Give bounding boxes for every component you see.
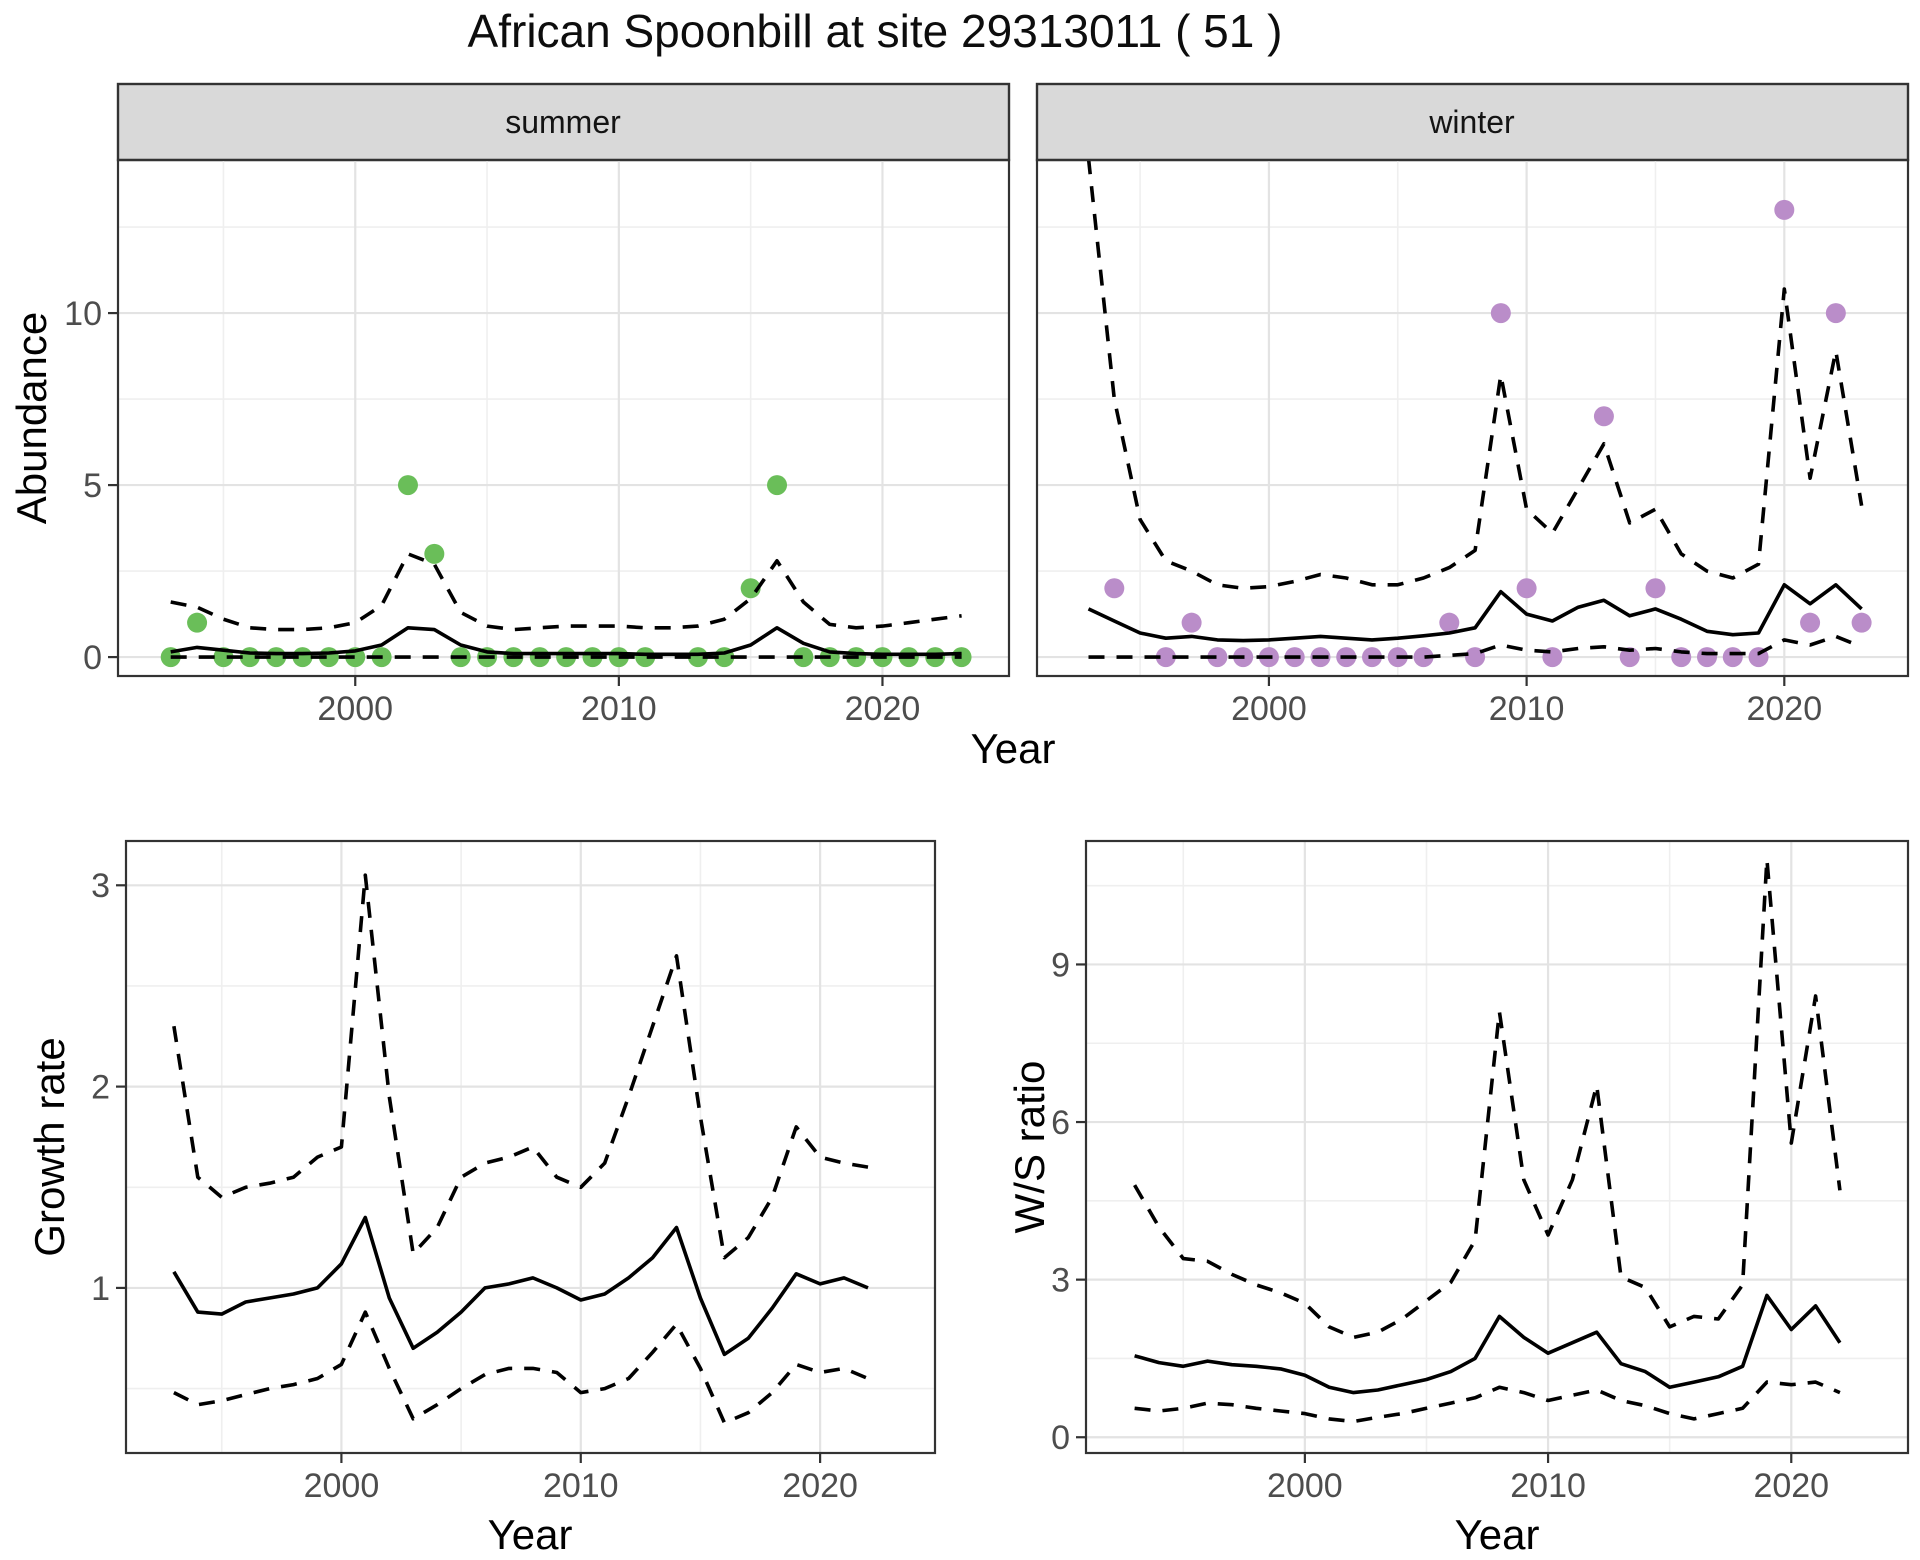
x-tick-label: 2000 xyxy=(317,690,393,728)
x-tick-label: 2010 xyxy=(543,1467,619,1505)
data-point xyxy=(1104,578,1125,599)
data-point xyxy=(1439,612,1460,633)
ci-lower-line xyxy=(1134,1380,1841,1424)
data-point xyxy=(1593,406,1614,427)
data-point xyxy=(1413,647,1434,668)
data-point xyxy=(740,578,761,599)
fitted-line xyxy=(170,626,962,657)
panel-abundance-summer: 2000 2010 2020 0 5 10 xyxy=(64,158,1011,728)
data-point xyxy=(1800,612,1821,633)
y-tick-label: 2 xyxy=(91,1069,110,1107)
fitted-line xyxy=(1087,583,1863,643)
y-axis-label-growth-rate: Growth rate xyxy=(26,1037,73,1256)
data-point xyxy=(1825,303,1846,324)
x-tick-label: 2000 xyxy=(1231,690,1307,728)
y-tick-label: 5 xyxy=(83,467,102,505)
panel-border xyxy=(1035,158,1910,678)
ci-upper-line xyxy=(170,552,962,632)
facet-strip-winter: winter xyxy=(1035,82,1910,162)
x-axis-label-year-growth: Year xyxy=(488,1511,573,1558)
x-axis-label-year-ws: Year xyxy=(1455,1511,1540,1558)
ci-upper-line xyxy=(1133,857,1842,1340)
data-point xyxy=(1722,647,1743,668)
data-point xyxy=(424,543,445,564)
panel-border xyxy=(124,839,937,1455)
data-point xyxy=(1851,612,1872,633)
data-point xyxy=(767,475,788,496)
data-point xyxy=(793,647,814,668)
x-tick-label: 2000 xyxy=(304,1467,380,1505)
y-tick-label: 0 xyxy=(1051,1419,1070,1457)
data-point xyxy=(1619,647,1640,668)
y-tick-label: 3 xyxy=(91,867,110,905)
y-tick-label: 10 xyxy=(64,295,102,333)
x-tick-label: 2020 xyxy=(1746,690,1822,728)
data-point xyxy=(1697,647,1717,668)
y-axis-label-ws-ratio: W/S ratio xyxy=(1006,1061,1053,1234)
ci-lower-line xyxy=(173,1310,869,1425)
page-title: African Spoonbill at site 29313011 ( 51 … xyxy=(468,5,1283,57)
ci-upper-line xyxy=(172,873,869,1260)
facet-strip-summer: summer xyxy=(116,82,1011,162)
data-point xyxy=(1181,612,1202,633)
y-tick-label: 0 xyxy=(83,639,102,677)
x-tick-label: 2000 xyxy=(1267,1467,1343,1505)
panel-border xyxy=(1084,839,1910,1455)
ci-lower-line xyxy=(1088,634,1863,659)
data-point xyxy=(1490,303,1511,324)
x-tick-label: 2020 xyxy=(782,1467,858,1505)
facet-strip-winter-label: winter xyxy=(1428,104,1515,140)
x-axis-label-year-top: Year xyxy=(971,725,1056,772)
y-tick-label: 1 xyxy=(91,1270,110,1308)
data-point xyxy=(397,475,418,496)
data-point xyxy=(1516,578,1537,599)
data-point xyxy=(1774,199,1795,220)
ci-upper-line xyxy=(1086,160,1864,591)
panel-growth-rate: 2000 2010 2020 1 2 3 xyxy=(91,839,937,1505)
data-point xyxy=(1645,578,1666,599)
y-axis-label-abundance: Abundance xyxy=(8,312,55,525)
data-point xyxy=(187,612,208,633)
data-point xyxy=(1155,647,1176,668)
data-point xyxy=(687,647,708,668)
y-tick-label: 9 xyxy=(1051,946,1070,984)
y-tick-label: 6 xyxy=(1051,1104,1070,1142)
panel-abundance-winter: 2000 2010 2020 xyxy=(1035,158,1910,728)
x-tick-label: 2020 xyxy=(1753,1467,1829,1505)
panel-ws-ratio: 2000 2010 2020 0 3 6 9 xyxy=(1051,839,1910,1505)
data-point xyxy=(635,647,656,668)
data-point xyxy=(1465,647,1486,668)
x-tick-label: 2010 xyxy=(1510,1467,1586,1505)
facet-strip-summer-label: summer xyxy=(505,104,621,140)
x-tick-label: 2020 xyxy=(845,690,921,728)
fitted-line xyxy=(172,1215,869,1357)
x-tick-label: 2010 xyxy=(581,690,657,728)
observed-points xyxy=(1104,199,1872,668)
x-tick-label: 2010 xyxy=(1489,690,1565,728)
y-tick-label: 3 xyxy=(1051,1262,1070,1300)
panel-border xyxy=(116,158,1011,678)
data-point xyxy=(1207,647,1228,668)
fitted-line xyxy=(1134,1293,1842,1395)
